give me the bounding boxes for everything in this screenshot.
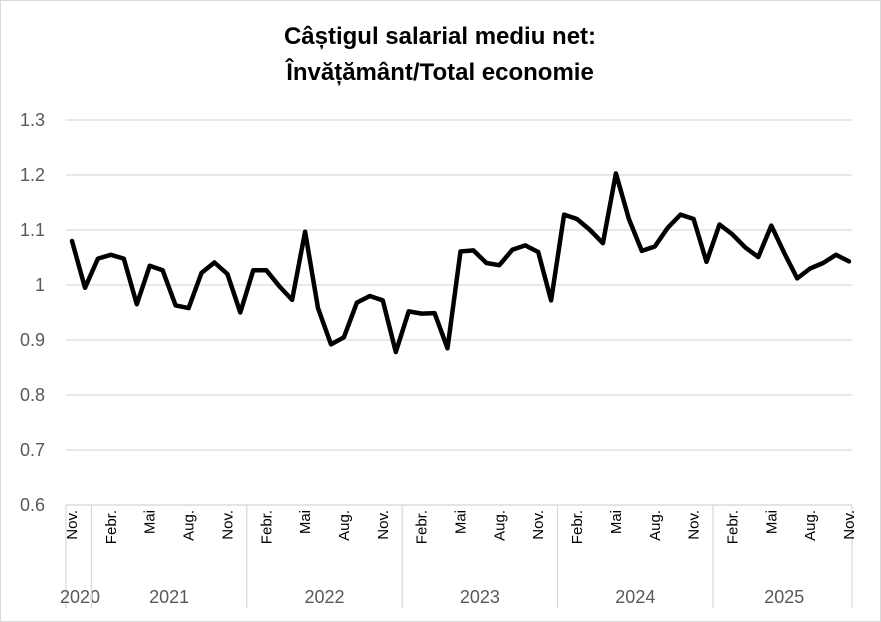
x-tick-year-label: 2020	[60, 587, 100, 607]
x-tick-month-label: Nov.	[686, 510, 703, 540]
x-tick-month-label: Nov.	[375, 510, 392, 540]
series-line	[69, 171, 852, 355]
y-tick-label: 0.9	[20, 330, 45, 350]
x-tick-month-label: Mai	[142, 510, 159, 534]
x-tick-month-label: Nov.	[841, 510, 858, 540]
x-tick-month-label: Aug.	[802, 510, 819, 541]
x-tick-month-label: Mai	[453, 510, 470, 534]
x-tick-month-label: Febr.	[569, 510, 586, 544]
y-tick-label: 0.7	[20, 440, 45, 460]
x-tick-year-label: 2021	[149, 587, 189, 607]
x-tick-year-label: 2025	[764, 587, 804, 607]
x-tick-month-label: Mai	[763, 510, 780, 534]
x-tick-month-label: Mai	[608, 510, 625, 534]
chart-title-line-1: Câștigul salarial mediu net:	[284, 23, 596, 50]
x-tick-month-label: Febr.	[414, 510, 431, 544]
x-tick-year-label: 2024	[615, 587, 655, 607]
x-tick-month-label: Febr.	[724, 510, 741, 544]
chart-title-line-2: Învățământ/Total economie	[285, 58, 594, 86]
y-tick-label: 1	[35, 275, 45, 295]
x-tick-year-label: 2022	[305, 587, 345, 607]
x-tick-year-label: 2023	[460, 587, 500, 607]
y-tick-label: 0.8	[20, 385, 45, 405]
x-tick-month-label: Febr.	[258, 510, 275, 544]
y-tick-label: 0.6	[20, 495, 45, 515]
y-tick-label: 1.3	[20, 110, 45, 130]
x-tick-month-label: Aug.	[336, 510, 353, 541]
x-tick-month-label: Mai	[297, 510, 314, 534]
x-tick-month-label: Aug.	[181, 510, 198, 541]
x-tick-month-label: Aug.	[491, 510, 508, 541]
y-tick-label: 1.2	[20, 165, 45, 185]
x-tick-month-label: Aug.	[647, 510, 664, 541]
x-tick-month-label: Nov.	[219, 510, 236, 540]
x-tick-month-label: Febr.	[103, 510, 120, 544]
y-tick-label: 1.1	[20, 220, 45, 240]
x-tick-month-label: Nov.	[64, 510, 81, 540]
x-tick-month-label: Nov.	[530, 510, 547, 540]
